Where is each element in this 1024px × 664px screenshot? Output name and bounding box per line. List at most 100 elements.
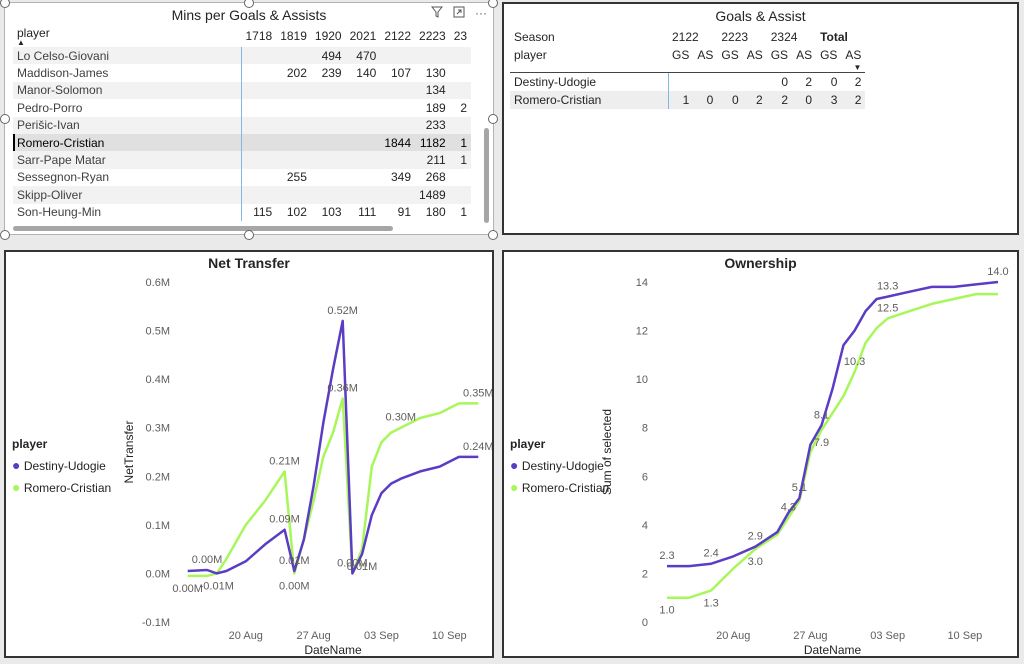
resize-handle[interactable] [488, 230, 498, 240]
legend-dot-icon: ● [510, 479, 519, 495]
column-header[interactable]: 1819 [280, 29, 307, 43]
value-cell: 211 [415, 151, 450, 169]
value-cell [717, 73, 742, 92]
data-label: 2.4 [704, 548, 719, 560]
legend-item-udogie[interactable]: ● Destiny-Udogie [510, 457, 604, 473]
player-cell[interactable]: Destiny-Udogie [510, 72, 669, 91]
value-cell [345, 186, 381, 204]
y-tick-label: 8 [642, 423, 648, 435]
player-cell[interactable]: Romero-Cristian [510, 91, 669, 109]
focus-mode-icon[interactable] [453, 6, 465, 21]
mins-per-goals-visual[interactable]: Mins per Goals & Assists ··· player ▲ 171… [4, 2, 494, 235]
x-axis-title: DateName [304, 643, 362, 656]
player-cell[interactable]: Perišic-Ivan [13, 116, 242, 134]
total-gs-header[interactable]: GS [820, 48, 838, 62]
table-row[interactable]: Lo Celso-Giovani 494 470 [13, 47, 472, 65]
table-row[interactable]: Manor-Solomon 134 [13, 81, 472, 100]
table-row[interactable]: Son-Heung-Min 115 102 103 111 91 180 1 [13, 203, 471, 221]
table-row[interactable]: Romero-Cristian 1 0 0 2 2 0 3 2 [510, 91, 866, 109]
gs-header[interactable]: GS [770, 48, 789, 62]
y-tick-label: 0.2M [146, 471, 170, 483]
as-header[interactable]: AS [746, 48, 763, 62]
data-label: 0.00M [172, 583, 203, 595]
more-options-icon[interactable]: ··· [475, 6, 487, 20]
vertical-scrollbar[interactable] [484, 128, 489, 223]
data-label: -0.01M [200, 580, 234, 592]
data-label: 13.3 [877, 281, 898, 293]
gs-header[interactable]: GS [672, 48, 690, 62]
column-header[interactable]: 2021 [349, 29, 377, 43]
player-cell[interactable]: Pedro-Porro [13, 99, 242, 117]
season-header[interactable]: 2223 [721, 30, 749, 44]
table-row[interactable]: Sarr-Pape Matar 211 1 [13, 151, 472, 169]
value-cell [380, 47, 416, 65]
table-row[interactable]: Maddison-James 202 239 140 107 130 [13, 64, 471, 82]
as-header[interactable]: AS [697, 48, 714, 62]
ownership-visual[interactable]: Ownership player ● Destiny-Udogie ● Rome… [502, 250, 1019, 658]
legend-item-romero[interactable]: ● Romero-Cristian [12, 479, 112, 495]
player-cell[interactable]: Maddison-James [13, 64, 242, 82]
legend-item-udogie[interactable]: ● Destiny-Udogie [12, 457, 106, 473]
resize-handle[interactable] [244, 230, 254, 240]
resize-handle[interactable] [0, 114, 10, 124]
data-label: 0.09M [269, 514, 300, 526]
resize-handle[interactable] [0, 230, 10, 240]
season-header[interactable]: 2122 [672, 30, 699, 44]
column-header[interactable]: 23 [453, 29, 468, 43]
value-cell [415, 47, 450, 65]
series-line-udogie [187, 319, 479, 575]
data-label: 3.0 [748, 556, 763, 568]
x-tick-label: 10 Sep [432, 630, 467, 642]
value-cell [276, 99, 311, 116]
value-cell: 470 [345, 47, 381, 65]
player-cell[interactable]: Romero-Cristian [13, 133, 242, 152]
value-cell [743, 73, 767, 92]
table-row[interactable]: Perišic-Ivan 233 [13, 116, 472, 134]
legend-item-romero[interactable]: ● Romero-Cristian [510, 479, 610, 495]
player-cell[interactable]: Sarr-Pape Matar [13, 151, 242, 169]
table-row[interactable]: Pedro-Porro 189 2 [13, 99, 471, 117]
column-header-player[interactable]: player ▲ [17, 26, 50, 47]
value-cell: 107 [390, 66, 412, 81]
net-transfer-visual[interactable]: Net Transfer player ● Destiny-Udogie ● R… [4, 250, 494, 658]
as-header[interactable]: AS [796, 48, 813, 62]
horizontal-scrollbar[interactable] [13, 226, 393, 231]
resize-handle[interactable] [488, 114, 498, 124]
total-as-header[interactable]: AS ▼ [845, 48, 862, 72]
column-header[interactable]: 1718 [245, 29, 273, 43]
gs-header[interactable]: GS [721, 48, 739, 62]
value-cell [380, 81, 416, 100]
data-label: 2.3 [659, 550, 674, 562]
player-cell[interactable]: Sessegnon-Ryan [13, 168, 242, 187]
table-row[interactable]: Romero-Cristian 1844 1182 1 [13, 133, 472, 152]
total-gs-cell: 3 [830, 93, 838, 107]
value-cell [380, 99, 415, 116]
player-cell[interactable]: Manor-Solomon [13, 81, 242, 100]
resize-handle[interactable] [244, 0, 254, 8]
player-cell[interactable]: Lo Celso-Giovani [13, 47, 242, 65]
table-row[interactable]: Skipp-Oliver 1489 [13, 186, 472, 204]
resize-handle[interactable] [0, 0, 10, 8]
value-cell [346, 99, 381, 116]
value-cell [449, 186, 472, 204]
column-header[interactable]: 2223 [419, 29, 446, 43]
total-header: Total [820, 30, 848, 44]
player-cell[interactable]: Skipp-Oliver [13, 186, 242, 204]
x-tick-label: 03 Sep [870, 630, 905, 642]
column-header[interactable]: 2122 [384, 29, 412, 43]
season-header[interactable]: 2324 [770, 30, 798, 44]
table-row[interactable]: Destiny-Udogie 0 2 0 2 [510, 72, 865, 92]
legend: player ● Destiny-Udogie ● Romero-Cristia… [12, 437, 111, 495]
value-cell [311, 169, 346, 186]
value-cell: 111 [358, 205, 377, 220]
value-cell: 2 [781, 93, 789, 107]
table-row[interactable]: Sessegnon-Ryan 255 349 268 [13, 168, 471, 187]
filter-icon[interactable] [430, 6, 444, 21]
goals-assist-visual[interactable]: Goals & Assist Season 2122 2223 2324 Tot… [502, 2, 1019, 235]
y-tick-label: 0 [642, 617, 648, 629]
value-cell [450, 64, 471, 81]
resize-handle[interactable] [488, 0, 498, 8]
player-cell[interactable]: Son-Heung-Min [13, 203, 242, 221]
column-header[interactable]: 1920 [314, 29, 342, 43]
y-tick-label: -0.1M [142, 617, 170, 629]
